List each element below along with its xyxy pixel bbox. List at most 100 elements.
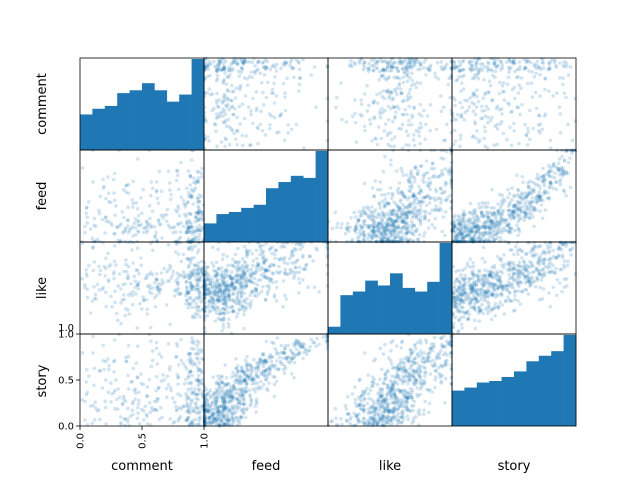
hist-bar-comment-0	[80, 114, 93, 150]
scatter-point	[531, 126, 535, 131]
scatter-like-vs-story	[450, 240, 578, 336]
scatter-point	[429, 148, 433, 153]
scatter-point	[485, 221, 490, 226]
scatter-point	[459, 68, 464, 73]
scatter-point	[195, 250, 200, 255]
scatter-point	[535, 106, 539, 111]
scatter-point	[333, 210, 338, 215]
scatter-point	[132, 274, 137, 279]
scatter-point	[412, 63, 417, 68]
scatter-point	[135, 219, 140, 224]
scatter-point	[154, 180, 159, 184]
scatter-point	[395, 66, 399, 70]
scatter-point	[422, 60, 426, 64]
scatter-point	[232, 112, 236, 117]
scatter-point	[281, 244, 285, 248]
scatter-point	[498, 59, 503, 64]
scatter-point	[231, 60, 236, 64]
scatter-point	[179, 221, 183, 225]
scatter-point	[234, 137, 238, 142]
scatter-point	[371, 68, 376, 73]
scatter-point	[424, 122, 428, 127]
scatter-point	[207, 139, 211, 143]
scatter-point	[413, 61, 417, 65]
scatter-point	[190, 195, 194, 200]
scatter-point	[509, 227, 514, 231]
scatter-point	[147, 148, 152, 153]
scatter-point	[91, 246, 95, 250]
scatter-point	[471, 260, 475, 265]
scatter-point	[215, 73, 220, 78]
scatter-point	[421, 108, 426, 113]
scatter-point	[481, 284, 486, 289]
scatter-point	[195, 196, 200, 201]
scatter-point	[98, 369, 103, 373]
scatter-point	[395, 104, 400, 109]
scatter-point	[516, 193, 520, 197]
scatter-point	[511, 59, 516, 63]
scatter-point	[189, 420, 193, 425]
scatter-point	[119, 415, 123, 419]
scatter-point	[176, 363, 181, 367]
scatter-point	[498, 220, 502, 224]
scatter-point	[92, 366, 97, 371]
scatter-point	[500, 271, 505, 275]
scatter-point	[107, 279, 111, 284]
scatter-point	[512, 121, 516, 126]
scatter-point	[542, 114, 547, 118]
scatter-point	[363, 128, 367, 133]
scatter-point	[255, 361, 259, 365]
scatter-point	[188, 352, 192, 356]
scatter-point	[469, 210, 473, 215]
scatter-point	[515, 105, 519, 109]
scatter-point	[473, 302, 477, 306]
scatter-point	[175, 169, 180, 173]
scatter-point	[174, 355, 179, 359]
scatter-point	[555, 277, 560, 282]
scatter-point	[403, 58, 408, 62]
scatter-point	[384, 68, 388, 72]
scatter-point	[186, 200, 191, 204]
scatter-point	[396, 233, 400, 237]
scatter-point	[418, 61, 423, 65]
scatter-point	[325, 255, 330, 260]
scatter-point	[454, 117, 459, 122]
scatter-point	[553, 171, 557, 176]
scatter-point	[107, 191, 111, 195]
scatter-point	[147, 401, 152, 405]
scatter-point	[242, 59, 247, 64]
scatter-point	[100, 287, 105, 292]
scatter-point	[473, 326, 478, 331]
scatter-point	[386, 91, 391, 95]
scatter-point	[560, 253, 565, 258]
scatter-point	[309, 240, 314, 245]
scatter-point	[126, 277, 130, 281]
scatter-point	[221, 120, 226, 124]
scatter-point	[158, 222, 163, 227]
scatter-point	[179, 337, 183, 342]
scatter-point	[228, 73, 232, 77]
scatter-point	[455, 112, 460, 117]
scatter-point	[490, 187, 494, 192]
scatter-point	[210, 92, 215, 96]
scatter-point	[488, 281, 492, 286]
scatter-point	[131, 179, 135, 184]
scatter-point	[215, 98, 219, 103]
scatter-point	[477, 202, 481, 206]
scatter-point	[122, 397, 126, 402]
scatter-point	[372, 194, 377, 198]
scatter-point	[103, 215, 108, 219]
scatter-point	[522, 210, 527, 214]
scatter-point	[242, 312, 246, 317]
scatter-point	[517, 67, 522, 72]
scatter-point	[473, 73, 477, 77]
scatter-point	[442, 138, 446, 143]
scatter-point	[376, 125, 381, 129]
scatter-point	[80, 166, 85, 170]
scatter-point	[220, 101, 225, 105]
scatter-point	[235, 129, 240, 133]
scatter-point	[499, 107, 504, 111]
scatter-point	[469, 67, 473, 72]
scatter-point	[97, 264, 101, 269]
scatter-point	[224, 376, 229, 380]
